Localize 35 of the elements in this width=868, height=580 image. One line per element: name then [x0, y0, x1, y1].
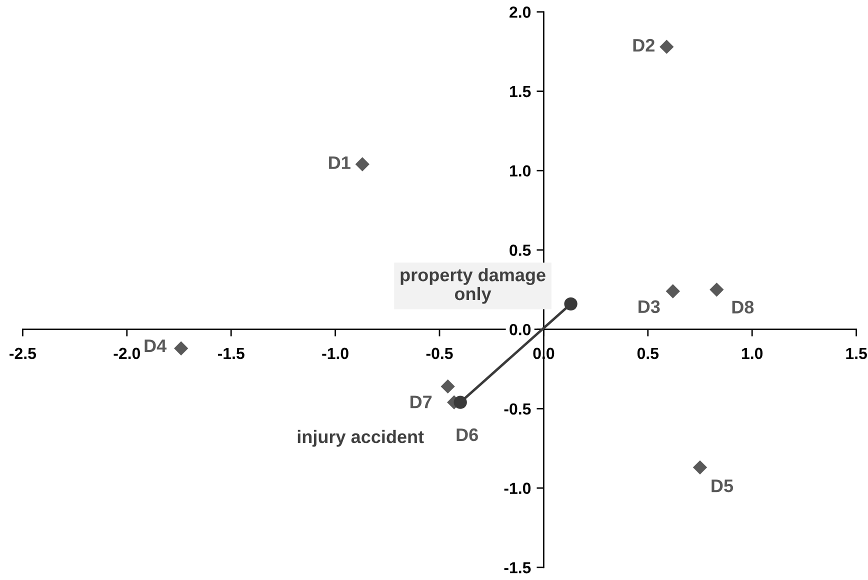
y-tick-label: 0.0	[510, 324, 531, 336]
annotation: D6	[456, 428, 478, 442]
point	[355, 157, 370, 172]
y-tick-label: 0.5	[510, 244, 531, 256]
x-tick-label: -1.0	[322, 348, 348, 360]
y-tick-label: 1.0	[510, 165, 531, 177]
y-tick-label: -1.5	[504, 562, 531, 574]
annotation: D7	[410, 396, 432, 408]
x-tick-label: -2.0	[114, 348, 140, 360]
x-tick-label: -1.5	[218, 348, 244, 360]
x-tick-label: -0.5	[426, 348, 453, 360]
annotation: D8	[732, 300, 754, 314]
y-tick-label: -0.5	[504, 403, 531, 415]
y-tick-label: 2.0	[510, 6, 531, 18]
annotation: D2	[633, 38, 654, 52]
annotation: D4	[144, 340, 167, 352]
point	[454, 396, 467, 409]
annotation: D5	[712, 480, 734, 492]
x-tick-label: -2.5	[10, 348, 36, 360]
x-tick-label: 0.5	[637, 348, 659, 360]
x-tick-label: 1.0	[742, 348, 763, 360]
x-tick-label: 1.5	[846, 348, 867, 360]
annotation: injury accident	[298, 430, 424, 447]
annotation: property damage only	[400, 268, 546, 304]
point	[440, 379, 455, 394]
point	[660, 40, 674, 54]
point	[564, 297, 578, 311]
y-tick-label: -1.0	[504, 482, 531, 494]
y-tick-label: 1.5	[510, 86, 531, 98]
point	[666, 284, 680, 298]
point	[174, 341, 188, 356]
annotation: D3	[638, 300, 660, 314]
point	[710, 282, 724, 297]
point	[692, 460, 708, 474]
annotation: D1	[329, 156, 350, 169]
